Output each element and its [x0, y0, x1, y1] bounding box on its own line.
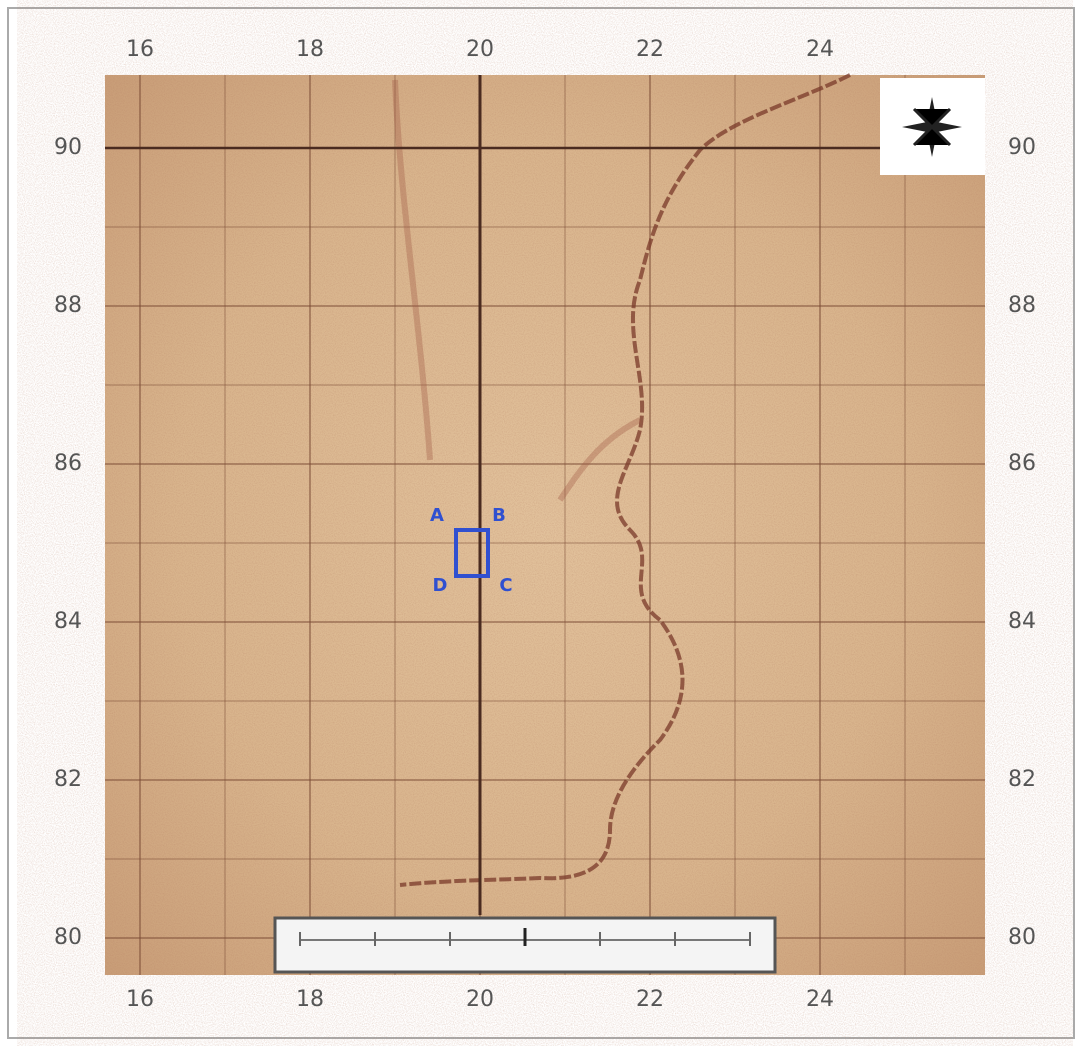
y-label: 88 [54, 293, 82, 318]
grid-labels: 16 18 20 22 24 16 18 20 22 24 90 88 86 84 82 80 90 88 86 84… [54, 37, 1036, 1012]
x-label: 22 [636, 37, 664, 62]
x-label: 18 [296, 987, 324, 1012]
y-label: 80 [54, 925, 82, 950]
point-label: A [430, 505, 444, 526]
x-label: 16 [126, 987, 154, 1012]
y-label: 90 [1008, 135, 1036, 160]
point-label: B [492, 505, 506, 526]
x-label: 22 [636, 987, 664, 1012]
y-label: 86 [54, 451, 82, 476]
y-label: 86 [1008, 451, 1036, 476]
y-label: 90 [54, 135, 82, 160]
point-label: C [499, 575, 512, 596]
scale-ticks [299, 928, 751, 946]
y-label: 82 [54, 767, 82, 792]
x-label: 16 [126, 37, 154, 62]
x-label: 18 [296, 37, 324, 62]
point-label: D [433, 575, 448, 596]
x-label: 20 [466, 37, 494, 62]
compass-rose [902, 97, 962, 157]
y-label: 82 [1008, 767, 1036, 792]
y-label: 88 [1008, 293, 1036, 318]
map-texture [105, 75, 985, 975]
x-label: 24 [806, 37, 834, 62]
y-label: 84 [54, 609, 82, 634]
x-label: 20 [466, 987, 494, 1012]
terrain [392, 79, 642, 502]
river [399, 73, 851, 887]
x-label: 24 [806, 987, 834, 1012]
marked-square [454, 528, 490, 578]
y-label: 84 [1008, 609, 1036, 634]
y-label: 80 [1008, 925, 1036, 950]
